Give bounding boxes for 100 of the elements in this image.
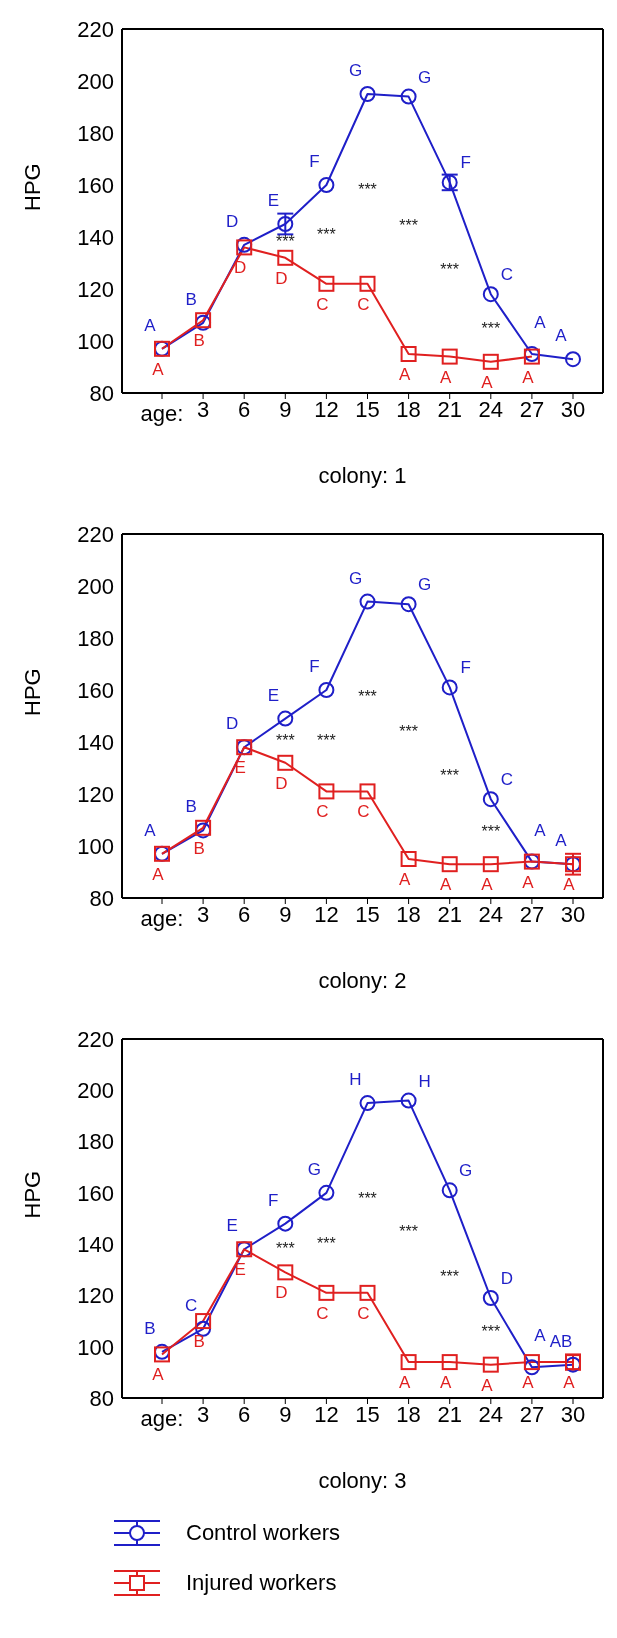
x-tick-label: 9	[279, 1401, 292, 1427]
point	[195, 1313, 212, 1330]
point	[318, 275, 335, 292]
data-label: D	[275, 773, 288, 793]
data-label: A	[481, 875, 494, 895]
data-label: A	[440, 875, 453, 895]
x-axis-title: colony: 2	[318, 968, 407, 993]
data-label: F	[460, 658, 471, 678]
data-label: C	[357, 294, 370, 314]
point	[277, 754, 294, 771]
y-tick-label: 100	[77, 328, 114, 354]
point	[195, 1320, 212, 1337]
data-label: A	[152, 359, 165, 379]
data-label: C	[357, 1303, 370, 1323]
x-tick-label: 3	[196, 901, 210, 927]
point	[482, 286, 499, 303]
annotation: ***	[317, 732, 336, 750]
x-axis-title: colony: 1	[318, 463, 407, 488]
y-tick-label: 180	[77, 1129, 114, 1155]
point	[482, 791, 499, 808]
data-label: E	[267, 685, 279, 705]
annotation: ***	[440, 767, 460, 785]
data-label: C	[184, 1295, 198, 1315]
y-tick-label: 200	[77, 68, 114, 94]
point	[318, 783, 335, 800]
y-tick-label: 120	[77, 276, 114, 302]
point	[400, 346, 417, 362]
point	[318, 682, 335, 698]
point	[400, 1354, 417, 1371]
legend-label: Control workers	[186, 1520, 341, 1546]
x-tick-label: 6	[238, 901, 251, 927]
point	[359, 593, 376, 610]
data-label: B	[185, 289, 197, 309]
y-tick-label: 200	[77, 573, 114, 599]
point	[400, 1092, 417, 1109]
data-label: A	[481, 372, 494, 392]
point	[359, 86, 376, 102]
x-tick-label: 24	[478, 901, 504, 927]
x-tick-label: 15	[355, 1401, 380, 1427]
x-tick-label: 27	[519, 1401, 545, 1427]
data-label: G	[417, 575, 432, 595]
data-label: A	[522, 367, 535, 387]
x-tick-label: 21	[437, 396, 462, 422]
data-label: C	[500, 265, 513, 285]
data-label: A	[534, 820, 547, 840]
data-label: F	[268, 1190, 279, 1210]
point	[359, 783, 376, 800]
data-label: B	[144, 1318, 156, 1338]
data-label: G	[307, 1159, 322, 1179]
x-tick-label: 12	[314, 901, 339, 927]
data-label: G	[417, 67, 432, 87]
data-label: F	[460, 153, 471, 173]
data-label: F	[309, 657, 320, 676]
data-label: E	[267, 191, 279, 210]
point	[482, 1356, 499, 1373]
x-tick-label: 21	[437, 901, 462, 927]
data-label: B	[185, 797, 197, 817]
annotation: ***	[317, 1234, 336, 1252]
point	[359, 1095, 376, 1112]
y-tick-label: 120	[77, 1283, 114, 1309]
x-tick-label: 9	[279, 901, 292, 927]
data-label: B	[193, 838, 205, 858]
x-tick-label: 21	[437, 1401, 462, 1427]
y-tick-label: 120	[77, 781, 114, 807]
data-label: E	[226, 1216, 238, 1236]
annotation: ***	[399, 1223, 418, 1240]
x-tick-label: 15	[355, 396, 380, 422]
x-tick-label: 3	[196, 1401, 210, 1427]
x-axis-title: colony: 3	[318, 1468, 407, 1493]
annotation: ***	[399, 216, 418, 234]
data-label: C	[316, 802, 329, 822]
y-tick-label: 140	[77, 1231, 114, 1257]
y-tick-label: 180	[77, 625, 114, 651]
annotation: ***	[481, 823, 501, 841]
y-tick-label: 160	[77, 1180, 114, 1206]
point	[277, 249, 294, 266]
y-tick-label: 100	[77, 833, 114, 859]
y-tick-label: 220	[77, 1026, 114, 1052]
x-tick-label: 24	[478, 396, 504, 422]
data-label: D	[500, 1268, 513, 1288]
legend-label: Injured workers	[186, 1570, 337, 1596]
annotation: ***	[440, 261, 460, 279]
x-tick-label: 27	[519, 396, 545, 422]
x-tick-label: 30	[560, 1401, 586, 1427]
x-tick-label: 3	[196, 396, 210, 422]
data-label: D	[226, 211, 239, 231]
annotation: ***	[481, 319, 501, 337]
data-label: B	[193, 331, 205, 351]
annotation: ***	[317, 226, 336, 244]
point	[482, 856, 499, 873]
x-tick-label: 18	[396, 1401, 421, 1427]
x-tick-label: 6	[238, 396, 251, 422]
x-tick-label: 15	[355, 901, 380, 927]
annotation: ***	[358, 1189, 377, 1207]
text: age:	[140, 1405, 184, 1431]
point	[523, 1359, 540, 1376]
point	[441, 856, 458, 873]
data-label: C	[316, 1303, 329, 1323]
point	[523, 1354, 540, 1371]
y-axis-title: HPG	[19, 163, 45, 211]
